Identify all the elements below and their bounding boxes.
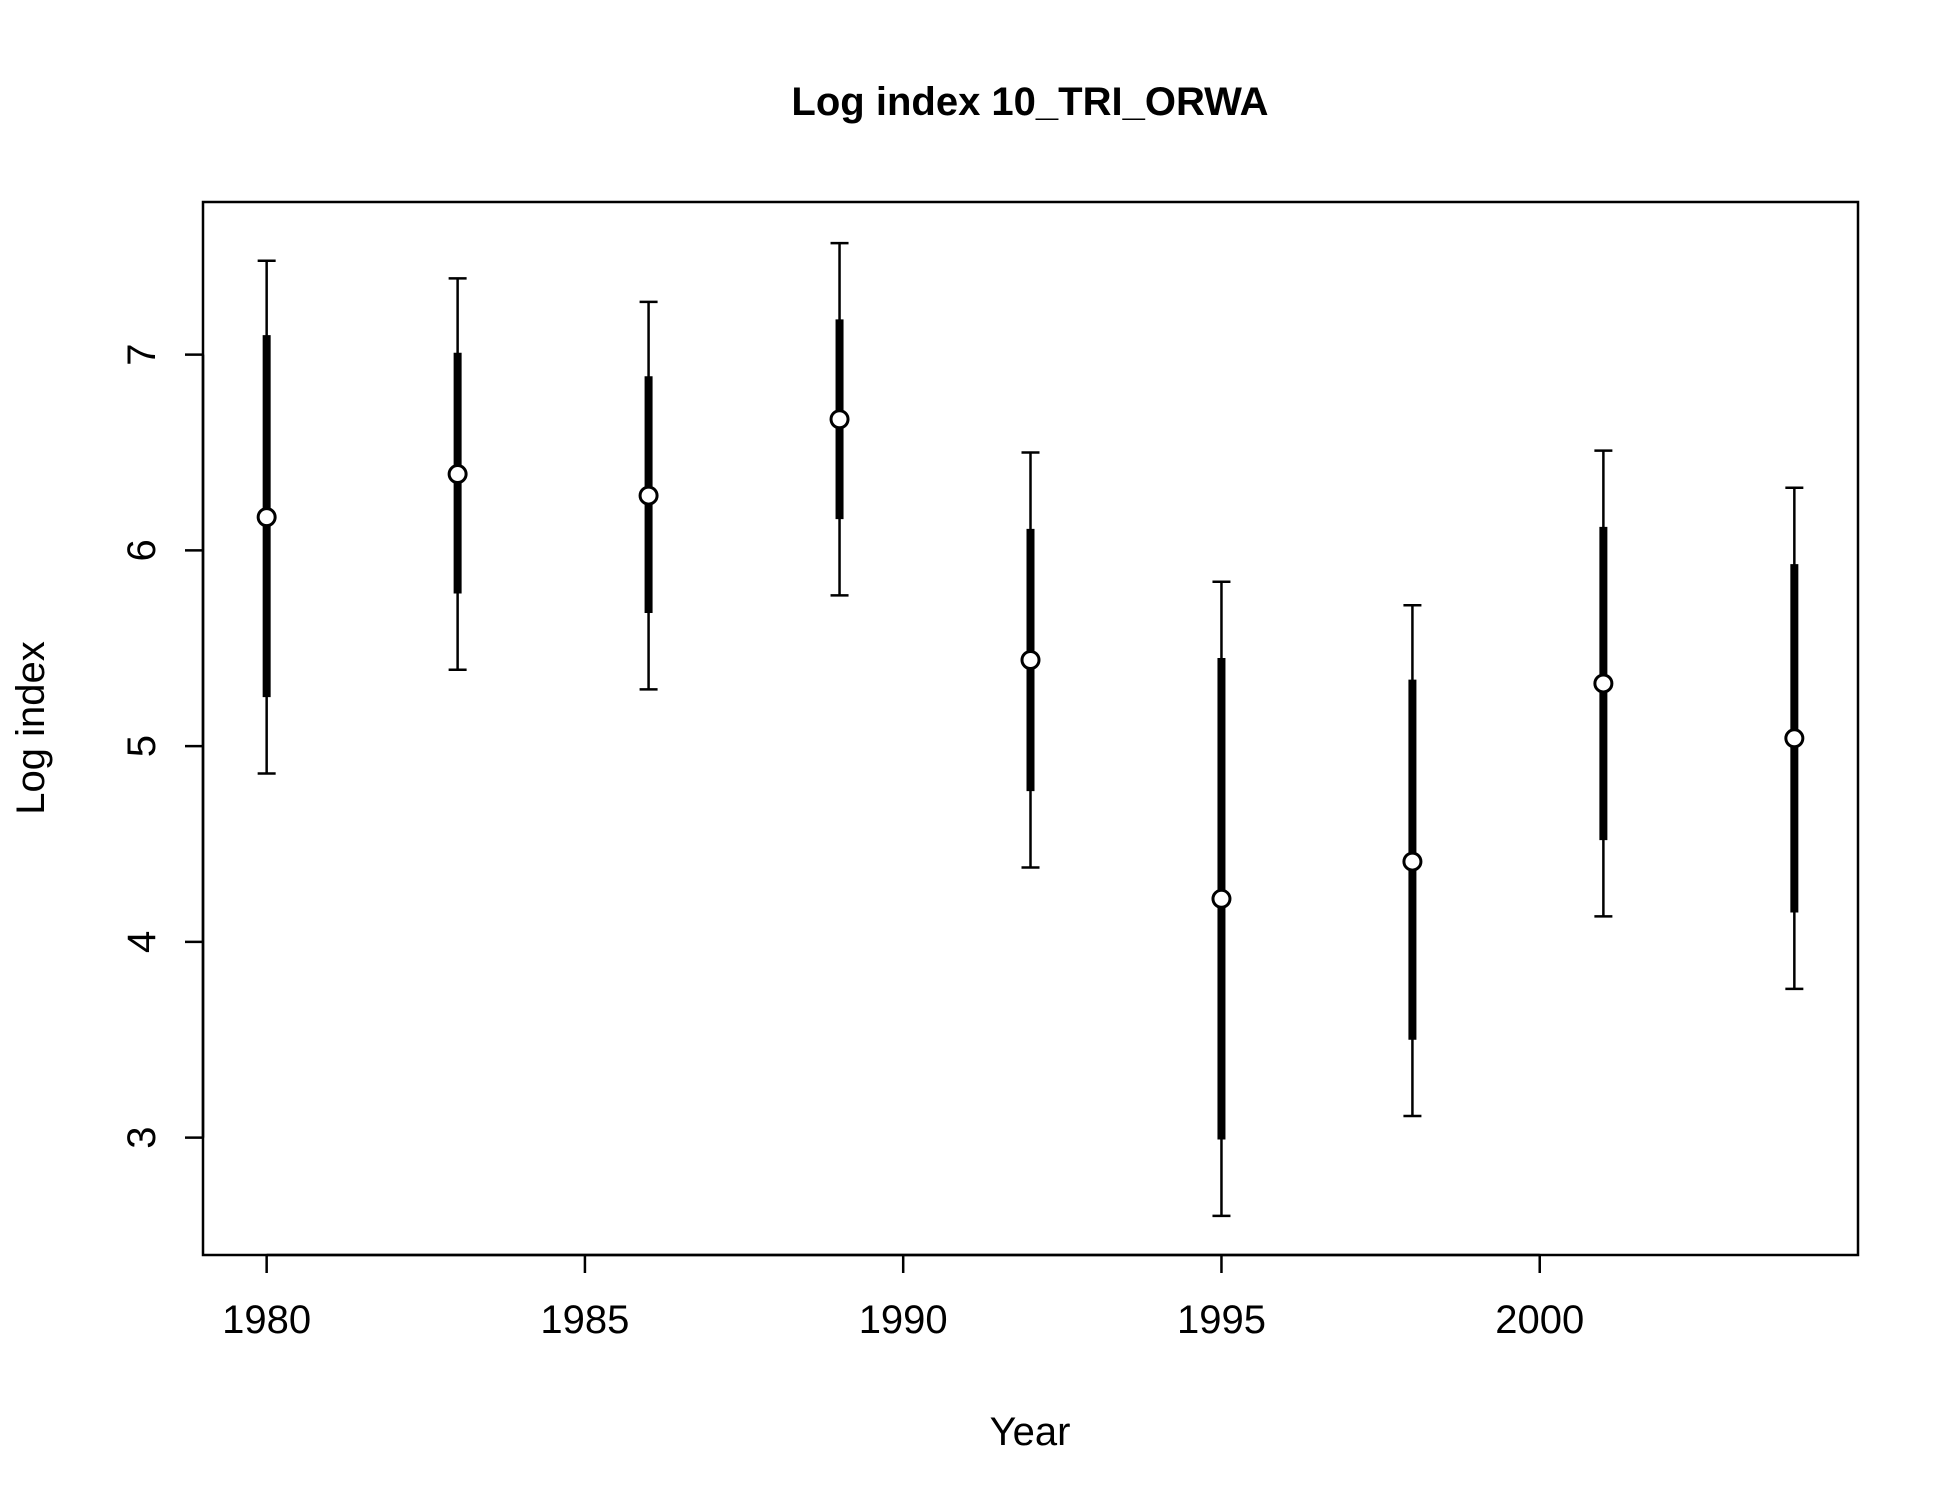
data-point (447, 464, 468, 485)
y-tick-label: 5 (120, 735, 164, 757)
y-axis-label: Log index (9, 641, 53, 814)
x-axis-label: Year (990, 1410, 1071, 1454)
data-point (1593, 673, 1614, 694)
data-point (1784, 728, 1805, 749)
x-tick-label: 1985 (540, 1298, 629, 1342)
y-axis: 3 4 5 6 7 (120, 344, 205, 1149)
data-point (829, 409, 850, 430)
data-points (256, 409, 1805, 909)
data-point (1211, 888, 1232, 909)
chart-title: Log index 10_TRI_ORWA (791, 80, 1268, 124)
x-tick-label: 2000 (1495, 1298, 1584, 1342)
y-tick-label: 6 (120, 539, 164, 561)
x-axis: 1980 1985 1990 1995 2000 (222, 1253, 1584, 1342)
data-point (1020, 649, 1041, 670)
x-tick-label: 1990 (859, 1298, 948, 1342)
x-tick-label: 1980 (222, 1298, 311, 1342)
data-point (1402, 851, 1423, 872)
data-point (638, 485, 659, 506)
y-tick-label: 3 (120, 1126, 164, 1148)
y-tick-label: 7 (120, 344, 164, 366)
x-tick-label: 1995 (1177, 1298, 1266, 1342)
y-tick-label: 4 (120, 931, 164, 953)
data-point (256, 507, 277, 528)
